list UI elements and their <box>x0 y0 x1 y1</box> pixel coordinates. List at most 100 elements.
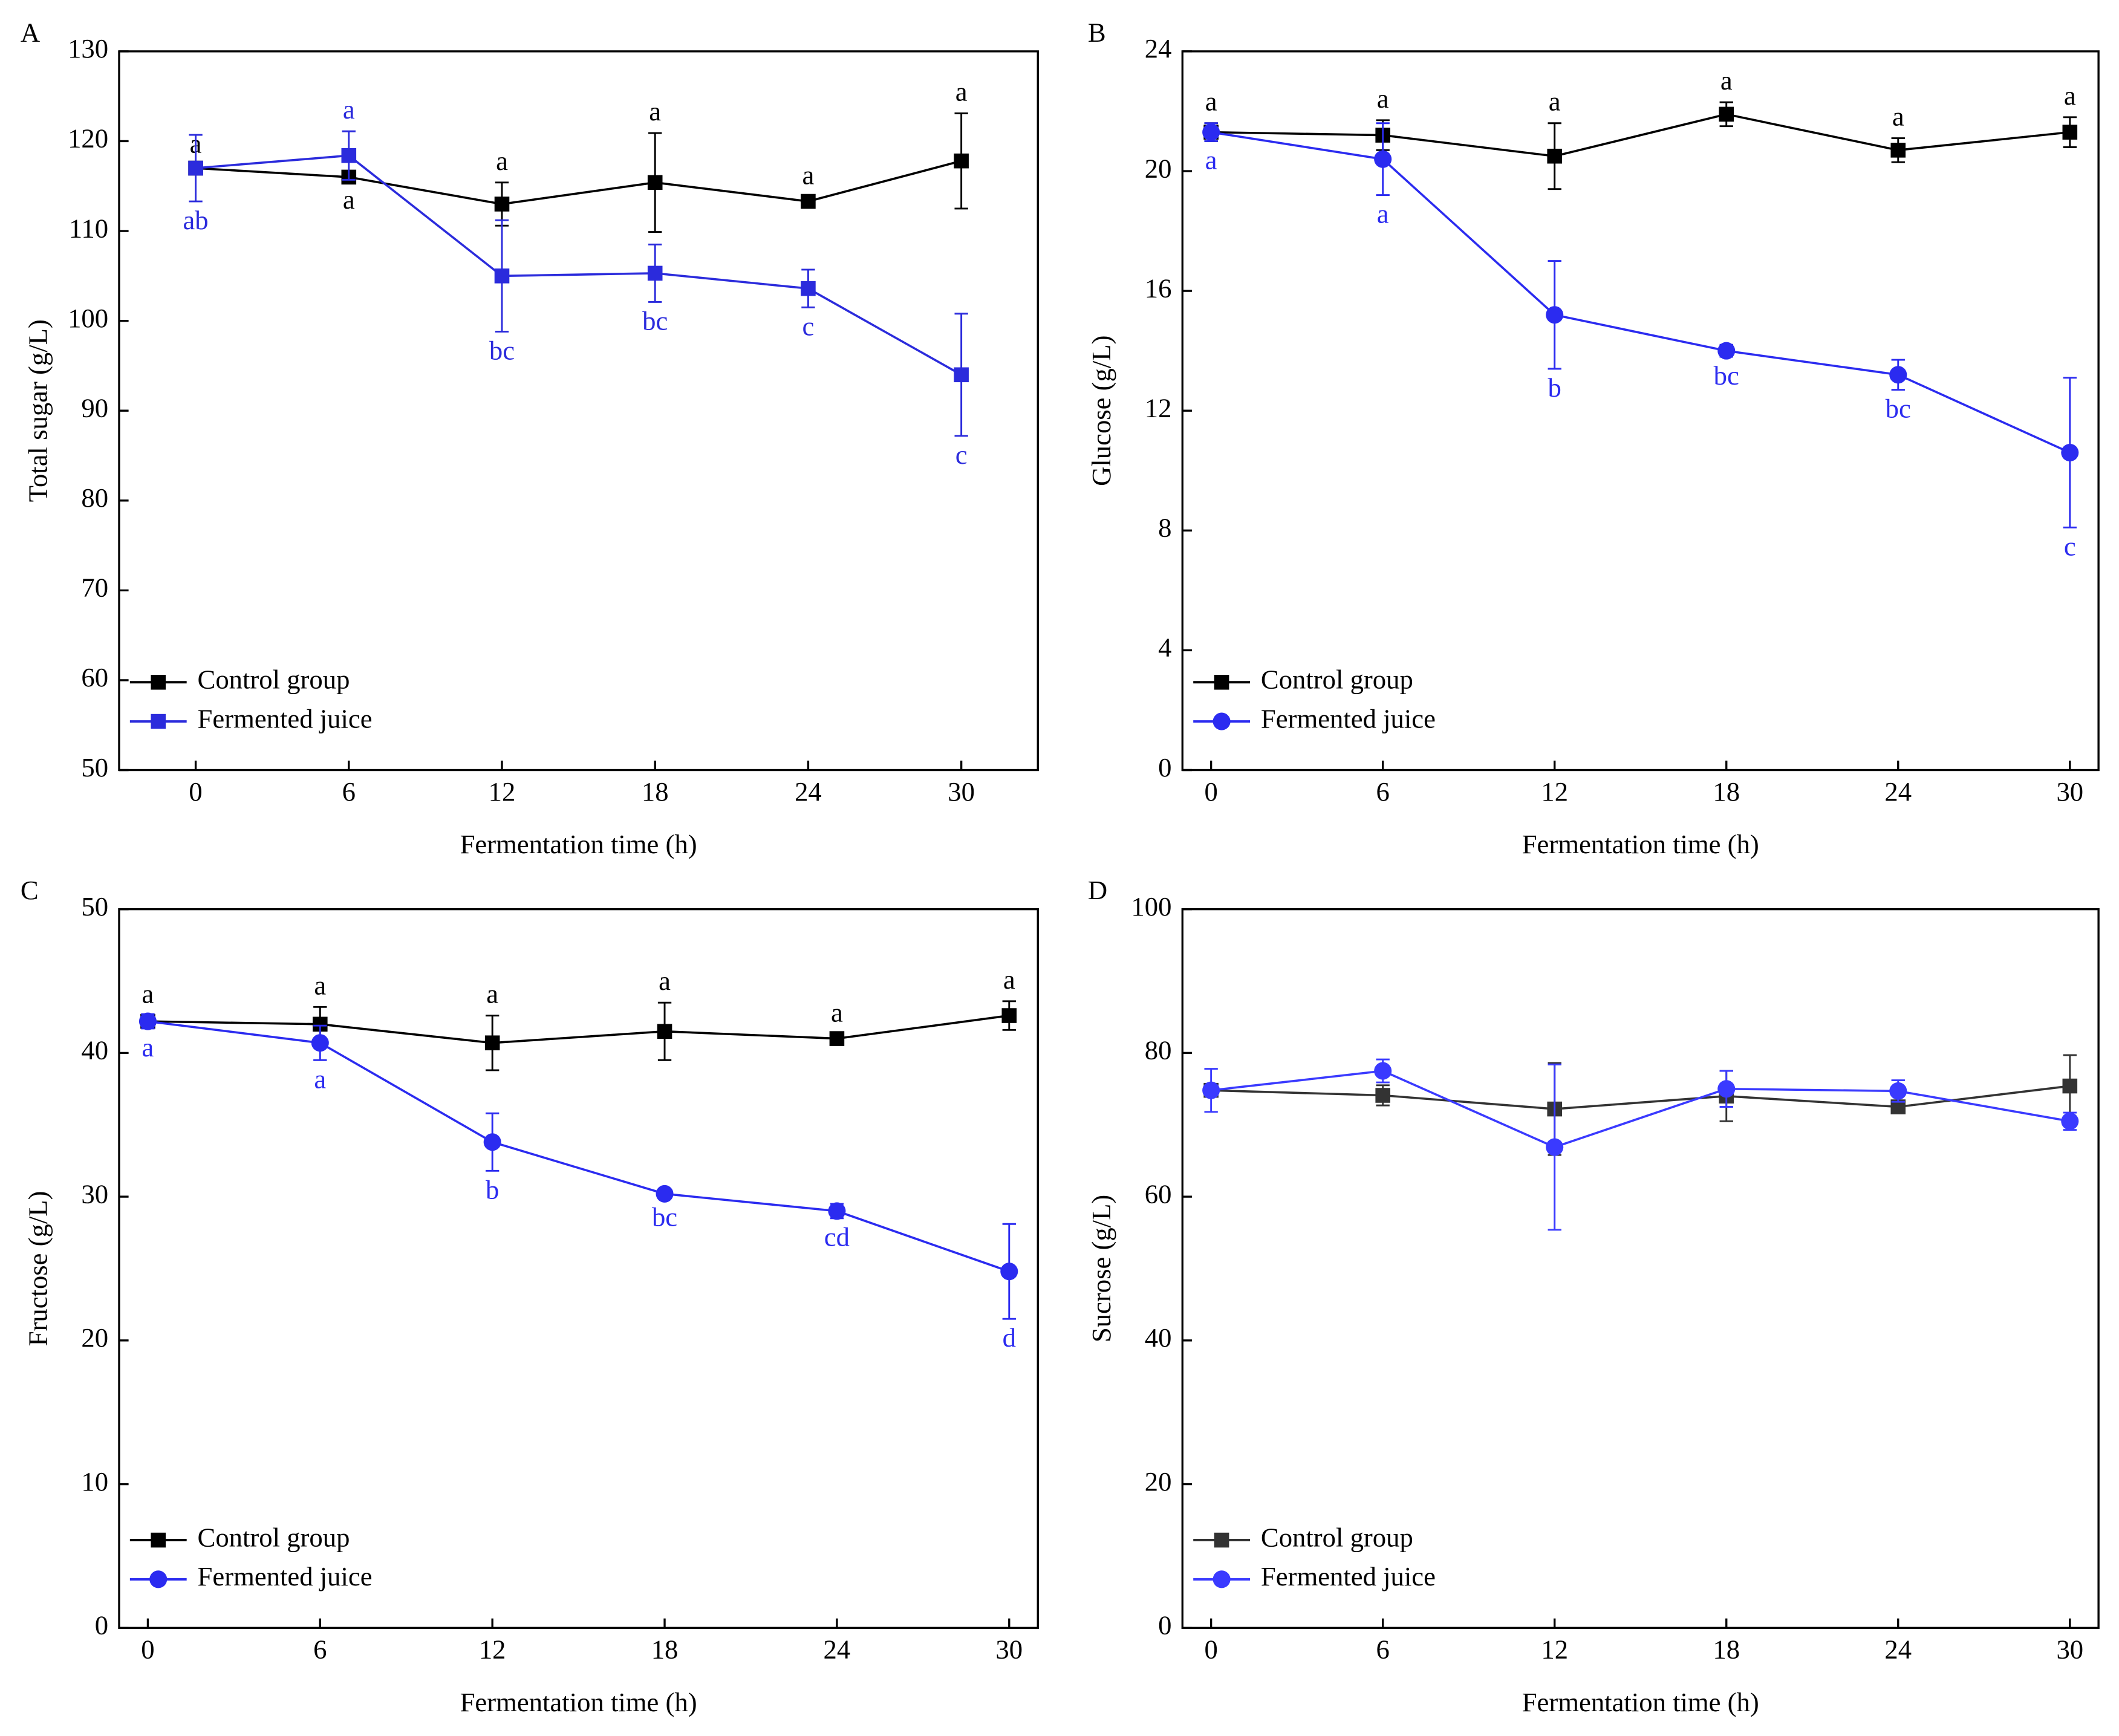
legend-label: Control group <box>198 665 350 695</box>
data-point <box>1546 1138 1564 1156</box>
data-point <box>1001 1008 1017 1023</box>
x-axis-label: Fermentation time (h) <box>460 829 697 859</box>
y-tick-label: 16 <box>1145 273 1172 303</box>
data-point <box>647 175 663 190</box>
series-line <box>1211 131 2071 454</box>
y-tick-label: 60 <box>1145 1178 1172 1209</box>
x-tick-label: 30 <box>948 776 975 807</box>
significance-letter: d <box>1003 1322 1016 1353</box>
y-tick-label: 4 <box>1158 632 1171 663</box>
data-point <box>829 1031 845 1046</box>
legend-marker <box>149 1570 168 1588</box>
data-point <box>2062 125 2078 140</box>
plot-frame <box>1181 50 2100 772</box>
legend-marker <box>151 675 166 690</box>
data-point <box>801 281 816 296</box>
significance-letter: a <box>1892 101 1904 131</box>
significance-letter: a <box>649 96 661 126</box>
significance-letter: a <box>1003 964 1015 995</box>
y-tick-label: 100 <box>68 303 108 333</box>
legend-marker <box>1212 712 1231 730</box>
data-point <box>1375 1088 1390 1103</box>
x-tick-label: 0 <box>1204 1634 1217 1665</box>
y-tick-label: 110 <box>69 213 108 243</box>
y-tick-label: 24 <box>1145 33 1172 63</box>
series-line <box>1211 1085 2071 1110</box>
significance-letter: a <box>1549 86 1561 117</box>
y-axis-label: Total sugar (g/L) <box>23 319 53 502</box>
data-point <box>494 197 510 212</box>
data-point <box>828 1202 846 1220</box>
data-point <box>647 265 663 281</box>
y-tick-label: 40 <box>81 1035 108 1065</box>
significance-letter: c <box>2064 531 2076 561</box>
plot-frame <box>118 908 1039 1629</box>
series-line <box>148 1020 1010 1273</box>
data-point <box>484 1035 500 1051</box>
legend-label: Fermented juice <box>198 703 373 733</box>
significance-letter: bc <box>1714 360 1739 391</box>
significance-letter: a <box>142 1032 154 1062</box>
y-tick-label: 20 <box>81 1322 108 1353</box>
x-tick-label: 18 <box>651 1634 679 1665</box>
x-tick-label: 0 <box>1204 776 1217 807</box>
y-tick-label: 8 <box>1158 513 1171 543</box>
x-tick-label: 6 <box>342 776 356 807</box>
data-point <box>1202 123 1220 141</box>
x-tick-label: 6 <box>313 1634 327 1665</box>
significance-letter: a <box>659 966 671 996</box>
y-tick-label: 0 <box>1158 1610 1171 1640</box>
data-point <box>1374 150 1392 168</box>
x-tick-label: 0 <box>141 1634 154 1665</box>
significance-letter: c <box>955 440 968 470</box>
x-tick-label: 30 <box>995 1634 1023 1665</box>
plot-frame <box>118 50 1039 772</box>
legend-marker <box>1214 1532 1229 1548</box>
significance-letter: a <box>343 184 355 215</box>
x-axis-label: Fermentation time (h) <box>1522 1687 1759 1717</box>
legend-label: Fermented juice <box>1261 1561 1436 1591</box>
x-axis-label: Fermentation time (h) <box>460 1687 697 1717</box>
series-line <box>1211 113 2070 158</box>
x-tick-label: 12 <box>479 1634 506 1665</box>
significance-letter: a <box>142 979 154 1009</box>
y-tick-label: 40 <box>1145 1322 1172 1353</box>
significance-letter: a <box>314 1064 326 1094</box>
significance-letter: c <box>802 311 815 341</box>
x-tick-label: 0 <box>189 776 202 807</box>
legend-label: Control group <box>198 1522 350 1552</box>
x-tick-label: 12 <box>1541 776 1568 807</box>
plot-frame <box>1181 908 2100 1629</box>
significance-letter: b <box>486 1174 499 1204</box>
series-line <box>195 160 962 206</box>
significance-letter: a <box>2064 80 2076 111</box>
significance-letter: a <box>1377 199 1389 229</box>
panel-label: A <box>21 17 40 47</box>
x-tick-label: 12 <box>1541 1634 1568 1665</box>
y-tick-label: 130 <box>68 33 108 63</box>
series-line <box>195 154 962 376</box>
x-tick-label: 6 <box>1376 776 1390 807</box>
legend-label: Control group <box>1261 665 1413 695</box>
legend-marker <box>151 1532 166 1548</box>
significance-letter: cd <box>824 1222 850 1252</box>
data-point <box>1889 366 1907 384</box>
significance-letter: a <box>955 76 968 106</box>
data-point <box>1890 143 1906 158</box>
legend-label: Fermented juice <box>1261 703 1436 733</box>
significance-letter: bc <box>1886 394 1911 424</box>
x-tick-label: 18 <box>1713 776 1740 807</box>
data-point <box>188 160 203 176</box>
data-point <box>2061 1112 2079 1130</box>
data-point <box>311 1034 329 1052</box>
data-point <box>954 153 969 169</box>
data-point <box>1000 1263 1018 1281</box>
data-point <box>1717 342 1736 360</box>
series-line <box>148 1014 1010 1044</box>
panel-label: C <box>21 875 39 905</box>
data-point <box>1374 1062 1392 1080</box>
y-tick-label: 30 <box>81 1178 108 1209</box>
legend-label: Fermented juice <box>198 1561 373 1591</box>
y-tick-label: 90 <box>81 392 108 423</box>
